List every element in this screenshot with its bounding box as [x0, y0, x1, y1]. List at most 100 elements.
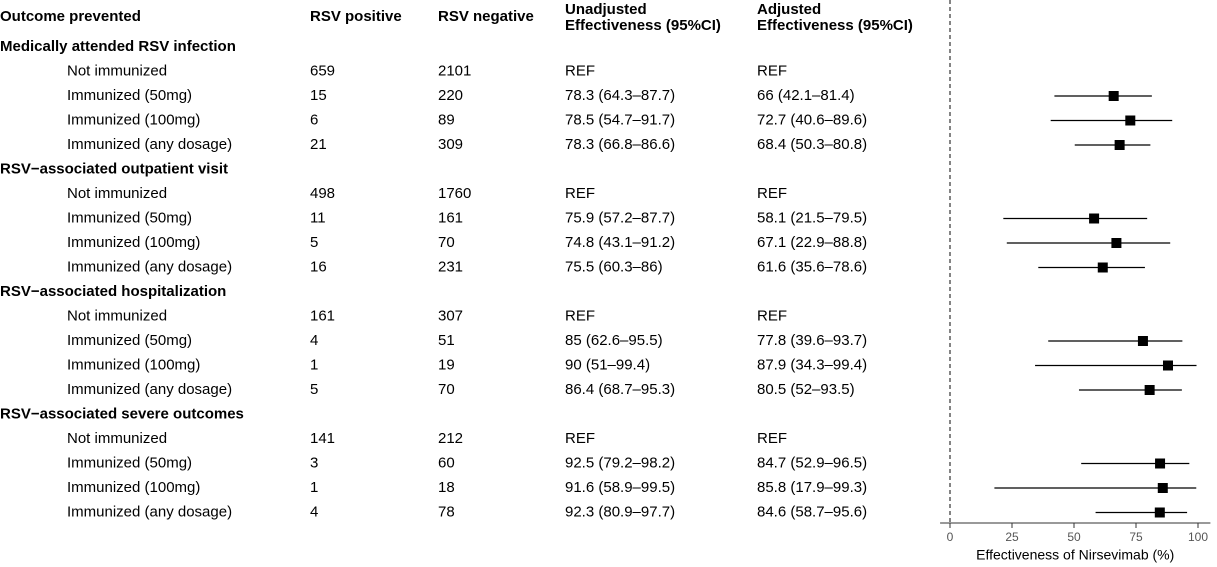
cell: 78 [438, 503, 455, 520]
cell: REF [565, 307, 595, 324]
x-tick-label: 75 [1129, 530, 1143, 544]
group-title: RSV−associated outpatient visit [0, 160, 228, 177]
row-label: Immunized (50mg) [67, 87, 192, 104]
cell: 84.7 (52.9–96.5) [757, 454, 867, 471]
row-label: Immunized (100mg) [67, 479, 200, 496]
row-label: Immunized (50mg) [67, 209, 192, 226]
cell: 309 [438, 136, 463, 153]
cell: REF [757, 185, 787, 202]
cell: 61.6 (35.6–78.6) [757, 258, 867, 275]
row-label: Immunized (100mg) [67, 234, 200, 251]
row-label: Not immunized [67, 307, 167, 324]
row-label: Immunized (any dosage) [67, 136, 232, 153]
x-tick-label: 50 [1067, 530, 1081, 544]
cell: 15 [310, 87, 327, 104]
column-header: RSV negative [438, 8, 534, 25]
point-estimate [1137, 336, 1148, 346]
point-estimate [1111, 238, 1122, 248]
cell: 74.8 (43.1–91.2) [565, 234, 675, 251]
cell: 212 [438, 430, 463, 447]
cell: 51 [438, 332, 455, 349]
cell: 1760 [438, 185, 471, 202]
row-label: Immunized (any dosage) [67, 381, 232, 398]
group-title: RSV−associated severe outcomes [0, 405, 244, 422]
cell: 91.6 (58.9–99.5) [565, 479, 675, 496]
cell: REF [565, 185, 595, 202]
point-estimate [1154, 507, 1165, 518]
row-label: Immunized (100mg) [67, 356, 200, 373]
cell: 86.4 (68.7–95.3) [565, 381, 675, 398]
column-header: Adjusted [757, 1, 821, 18]
column-header: Unadjusted [565, 1, 647, 18]
point-estimate [1144, 385, 1155, 395]
cell: 4 [310, 503, 318, 520]
cell: 85.8 (17.9–99.3) [757, 479, 867, 496]
cell: 75.9 (57.2–87.7) [565, 209, 675, 226]
point-estimate [1125, 115, 1136, 126]
cell: 659 [310, 62, 335, 79]
cell: 18 [438, 479, 455, 496]
cell: 4 [310, 332, 318, 349]
cell: REF [565, 62, 595, 79]
group-title: RSV−associated hospitalization [0, 283, 226, 300]
cell: 498 [310, 185, 335, 202]
cell: 307 [438, 307, 463, 324]
point-estimate [1157, 483, 1168, 493]
x-axis-label: Effectiveness of Nirsevimab (%) [976, 547, 1174, 563]
row-label: Not immunized [67, 430, 167, 447]
cell: 84.6 (58.7–95.6) [757, 503, 867, 520]
row-label: Immunized (any dosage) [67, 258, 232, 275]
row-label: Immunized (any dosage) [67, 503, 232, 520]
row-label: Immunized (50mg) [67, 332, 192, 349]
cell: 78.3 (64.3–87.7) [565, 87, 675, 104]
cell: 78.5 (54.7–91.7) [565, 111, 675, 128]
cell: 1 [310, 479, 318, 496]
point-estimate [1108, 91, 1119, 101]
cell: 161 [310, 307, 335, 324]
cell: 92.5 (79.2–98.2) [565, 454, 675, 471]
row-label: Not immunized [67, 62, 167, 79]
group-title: Medically attended RSV infection [0, 38, 236, 55]
x-tick-label: 0 [947, 530, 954, 544]
cell: 89 [438, 111, 455, 128]
point-estimate [1155, 458, 1166, 469]
cell: 78.3 (66.8–86.6) [565, 136, 675, 153]
x-tick-label: 100 [1188, 530, 1208, 544]
cell: 5 [310, 234, 318, 251]
cell: 66 (42.1–81.4) [757, 87, 855, 104]
cell: REF [757, 307, 787, 324]
cell: 85 (62.6–95.5) [565, 332, 663, 349]
cell: 77.8 (39.6–93.7) [757, 332, 867, 349]
cell: 70 [438, 381, 455, 398]
row-label: Not immunized [67, 185, 167, 202]
point-estimate [1162, 360, 1173, 371]
cell: 75.5 (60.3–86) [565, 258, 663, 275]
cell: 58.1 (21.5–79.5) [757, 209, 867, 226]
column-header: Effectiveness (95%CI) [565, 17, 721, 34]
cell: REF [565, 430, 595, 447]
row-label: Immunized (100mg) [67, 111, 200, 128]
cell: 87.9 (34.3–99.4) [757, 356, 867, 373]
cell: 60 [438, 454, 455, 471]
cell: 70 [438, 234, 455, 251]
column-header: RSV positive [310, 8, 402, 25]
cell: 231 [438, 258, 463, 275]
cell: REF [757, 62, 787, 79]
cell: 2101 [438, 62, 471, 79]
cell: 68.4 (50.3–80.8) [757, 136, 867, 153]
cell: 3 [310, 454, 318, 471]
cell: 5 [310, 381, 318, 398]
point-estimate [1097, 262, 1108, 273]
column-header: Effectiveness (95%CI) [757, 17, 913, 34]
cell: 16 [310, 258, 327, 275]
cell: 67.1 (22.9–88.8) [757, 234, 867, 251]
row-label: Immunized (50mg) [67, 454, 192, 471]
cell: 220 [438, 87, 463, 104]
cell: REF [757, 430, 787, 447]
cell: 90 (51–99.4) [565, 356, 650, 373]
cell: 19 [438, 356, 455, 373]
cell: 11 [310, 209, 326, 226]
column-header: Outcome prevented [0, 8, 141, 25]
cell: 80.5 (52–93.5) [757, 381, 855, 398]
point-estimate [1114, 140, 1125, 150]
